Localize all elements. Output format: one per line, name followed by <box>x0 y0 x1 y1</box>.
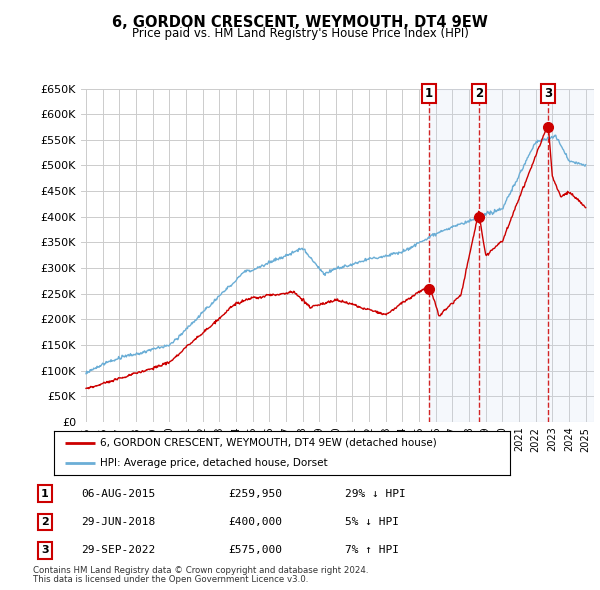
Text: £259,950: £259,950 <box>228 489 282 499</box>
Text: £575,000: £575,000 <box>228 546 282 555</box>
Text: 5% ↓ HPI: 5% ↓ HPI <box>345 517 399 527</box>
Text: 3: 3 <box>544 87 552 100</box>
Text: Contains HM Land Registry data © Crown copyright and database right 2024.: Contains HM Land Registry data © Crown c… <box>33 566 368 575</box>
Text: 6, GORDON CRESCENT, WEYMOUTH, DT4 9EW: 6, GORDON CRESCENT, WEYMOUTH, DT4 9EW <box>112 15 488 30</box>
Text: Price paid vs. HM Land Registry's House Price Index (HPI): Price paid vs. HM Land Registry's House … <box>131 27 469 40</box>
Text: 6, GORDON CRESCENT, WEYMOUTH, DT4 9EW (detached house): 6, GORDON CRESCENT, WEYMOUTH, DT4 9EW (d… <box>100 438 436 448</box>
Text: 1: 1 <box>41 489 49 499</box>
Text: 29-JUN-2018: 29-JUN-2018 <box>81 517 155 527</box>
Text: £400,000: £400,000 <box>228 517 282 527</box>
Text: 2: 2 <box>475 87 483 100</box>
Text: 29-SEP-2022: 29-SEP-2022 <box>81 546 155 555</box>
Text: 3: 3 <box>41 546 49 555</box>
Text: 1: 1 <box>425 87 433 100</box>
Text: This data is licensed under the Open Government Licence v3.0.: This data is licensed under the Open Gov… <box>33 575 308 584</box>
Text: 29% ↓ HPI: 29% ↓ HPI <box>345 489 406 499</box>
Bar <box>429 88 594 422</box>
Text: 2: 2 <box>41 517 49 527</box>
Text: 06-AUG-2015: 06-AUG-2015 <box>81 489 155 499</box>
Text: HPI: Average price, detached house, Dorset: HPI: Average price, detached house, Dors… <box>100 458 327 468</box>
Text: 7% ↑ HPI: 7% ↑ HPI <box>345 546 399 555</box>
